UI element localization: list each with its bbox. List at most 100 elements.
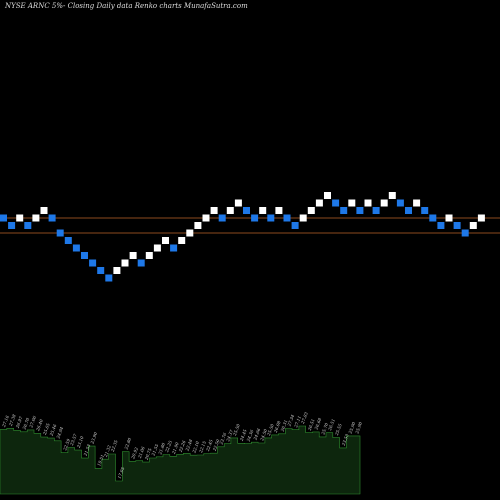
renko-brick <box>348 199 356 207</box>
closing-label: 22.45 <box>205 439 214 453</box>
closing-label: 22.48 <box>184 438 193 452</box>
renko-brick <box>56 229 64 237</box>
renko-brick <box>267 214 275 222</box>
renko-brick <box>32 214 40 222</box>
renko-brick <box>469 222 477 229</box>
renko-brick <box>275 207 283 214</box>
renko-brick <box>0 214 7 222</box>
renko-brick <box>388 192 396 199</box>
renko-brick <box>243 207 250 214</box>
closing-label: 24.94 <box>55 426 64 440</box>
closing-label: 26.97 <box>14 415 23 429</box>
closing-label: 27.11 <box>293 415 302 429</box>
closing-label: 22.25 <box>164 440 173 454</box>
closing-label: 27.83 <box>300 411 309 425</box>
renko-brick <box>178 237 186 244</box>
closing-label: 25.50 <box>266 423 275 437</box>
closing-label: 24.36 <box>245 429 254 443</box>
renko-brick <box>137 259 145 267</box>
closing-label: 21.06 <box>137 446 146 460</box>
closing-label: 20.92 <box>130 446 139 460</box>
closing-area-path <box>0 425 361 495</box>
closing-label: 21.53 <box>82 443 91 457</box>
level-lines <box>0 217 500 234</box>
closing-label: 25.46 <box>48 423 57 437</box>
closing-label: 26.40 <box>35 418 44 432</box>
renko-brick <box>437 222 445 229</box>
renko-brick <box>162 237 169 244</box>
closing-label: 25.50 <box>232 423 241 437</box>
closing-label: 26.51 <box>306 418 315 432</box>
renko-brick <box>413 199 421 207</box>
closing-label: 25.90 <box>354 421 363 435</box>
renko-brick <box>283 214 291 222</box>
closing-label: 27.06 <box>28 415 37 429</box>
renko-brick <box>340 207 348 214</box>
closing-label: 22.50 <box>211 438 220 452</box>
renko-brick <box>81 252 88 259</box>
renko-brick <box>324 192 331 199</box>
renko-brick <box>64 237 72 244</box>
renko-brick <box>194 222 202 229</box>
closing-label: 24.45 <box>238 428 247 442</box>
closing-label: 27.38 <box>8 413 17 427</box>
renko-brick <box>145 252 153 259</box>
renko-brick <box>24 222 32 229</box>
renko-brick <box>129 252 137 259</box>
renko-brick <box>291 222 299 229</box>
closing-label: 22.26 <box>177 439 186 453</box>
closing-label: 22.80 <box>123 437 132 451</box>
renko-brick <box>299 214 307 222</box>
renko-brick <box>48 214 56 222</box>
closing-label: 25.65 <box>42 422 51 436</box>
closing-label: 26.08 <box>272 420 281 434</box>
closing-label: 23.76 <box>218 432 227 446</box>
renko-brick <box>16 214 24 222</box>
closing-label: 20.75 <box>143 447 152 461</box>
renko-brick <box>210 207 218 214</box>
closing-label: 25.70 <box>320 422 329 436</box>
renko-brick <box>153 244 161 252</box>
renko-bricks <box>0 192 485 282</box>
renko-brick <box>405 207 412 214</box>
renko-brick <box>307 207 315 214</box>
closing-label: 25.55 <box>334 423 343 437</box>
renko-brick <box>453 222 461 229</box>
closing-label: 24.50 <box>259 428 268 442</box>
renko-brick <box>89 259 97 267</box>
closing-label: 23.57 <box>69 433 78 447</box>
renko-brick <box>380 199 388 207</box>
closing-label: 27.16 <box>1 414 10 428</box>
closing-label: 22.10 <box>191 440 200 454</box>
renko-brick <box>226 207 234 214</box>
renko-brick <box>396 199 404 207</box>
renko-brick <box>421 207 429 214</box>
closing-label: 26.51 <box>327 418 336 432</box>
closing-label: 26.31 <box>279 419 288 433</box>
renko-brick <box>315 199 323 207</box>
closing-labels: 27.1627.3826.9726.7027.0626.4025.6525.46… <box>1 411 363 479</box>
closing-label: 23.53 <box>340 433 349 447</box>
renko-brick <box>251 214 259 222</box>
closing-label: 25.90 <box>347 421 356 435</box>
closing-label: 26.68 <box>313 417 322 431</box>
closing-label: 22.15 <box>198 440 207 454</box>
renko-brick <box>170 244 178 252</box>
chart-title: NYSE ARNC 5%- Closing Daily data Renko c… <box>5 2 248 10</box>
closing-label: 21.90 <box>171 441 180 455</box>
renko-brick <box>429 214 437 222</box>
closing-label: 17.05 <box>117 466 126 479</box>
renko-brick <box>202 214 210 222</box>
renko-brick <box>445 214 453 222</box>
renko-brick <box>461 229 469 237</box>
renko-brick <box>97 267 105 274</box>
closing-label: 19.51 <box>96 454 105 467</box>
closing-label: 22.59 <box>62 438 71 452</box>
closing-area <box>0 425 361 495</box>
renko-brick <box>259 207 267 214</box>
renko-brick <box>105 274 113 282</box>
closing-label: 22.35 <box>109 439 118 453</box>
renko-brick <box>8 222 16 229</box>
renko-brick <box>40 207 48 214</box>
renko-brick <box>72 244 80 252</box>
